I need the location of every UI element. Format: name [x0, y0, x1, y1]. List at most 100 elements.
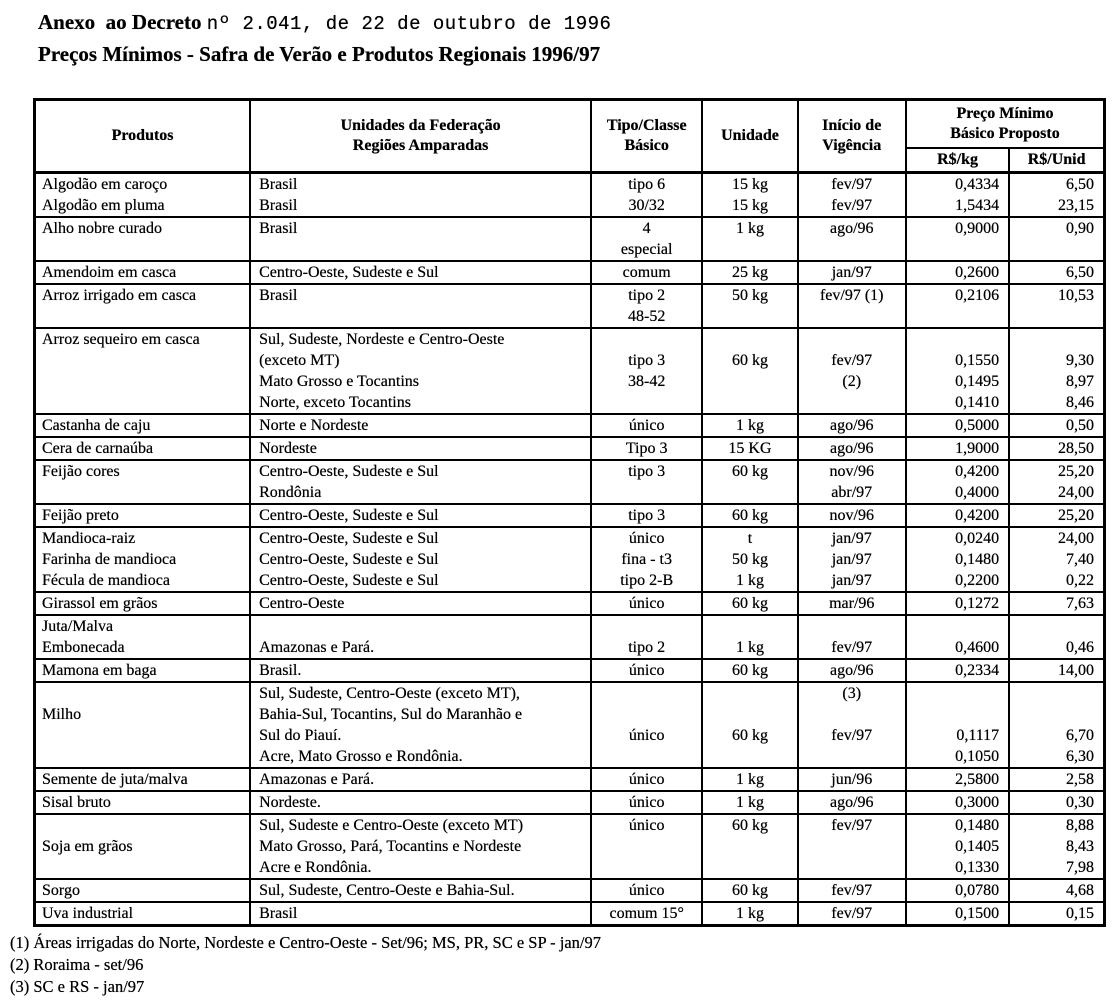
cell-vigencia [796, 857, 906, 879]
cell-preco-unid: 24,00 [1008, 527, 1105, 549]
table-row: Juta/Malva [33, 615, 1105, 637]
cell-tipo: Tipo 3 [590, 437, 703, 460]
cell-regiao: Centro-Oeste, Sudeste e Sul [249, 504, 592, 527]
table-row: Uva industrial Brasil comum 15° 1 kg fev/97 0… [33, 902, 1105, 926]
cell-tipo [590, 392, 703, 414]
cell-vigencia [796, 392, 906, 414]
cell-preco-kg: 0,1117 [904, 725, 1010, 746]
cell-tipo: tipo 3 [590, 504, 703, 527]
cell-unidade [701, 371, 798, 392]
cell-vigencia: ago/96 [796, 414, 906, 437]
cell-produto [33, 392, 251, 414]
cell-preco-kg: 2,5800 [904, 768, 1010, 791]
cell-produto: Cera de carnaúba [33, 437, 251, 460]
cell-vigencia: fev/97 [796, 902, 906, 926]
table-row: Feijão cores Centro-Oeste, Sudeste e Sul t… [33, 460, 1105, 482]
cell-unidade: 1 kg [701, 902, 798, 926]
cell-preco-kg: 0,1050 [904, 746, 1010, 768]
cell-unidade [701, 392, 798, 414]
table-row: Girassol em grãos Centro-Oeste único 60 kg m… [33, 592, 1105, 615]
cell-produto [33, 682, 251, 704]
cell-regiao: Rondônia [249, 482, 592, 504]
cell-preco-kg: 0,1480 [904, 549, 1010, 570]
cell-preco-unid [1008, 615, 1105, 637]
cell-produto: Castanha de caju [33, 414, 251, 437]
table-row: Feijão preto Centro-Oeste, Sudeste e Sul t… [33, 504, 1105, 527]
cell-unidade: 60 kg [701, 879, 798, 902]
cell-regiao: Centro-Oeste, Sudeste e Sul [249, 549, 592, 570]
cell-tipo: único [590, 659, 703, 682]
cell-preco-kg: 0,4200 [904, 504, 1010, 527]
product-group-4: Arroz irrigado em casca Brasil tipo 2 50 kg… [33, 284, 1105, 328]
cell-produto [33, 371, 251, 392]
cell-preco-unid: 8,43 [1008, 836, 1105, 857]
cell-unidade: 60 kg [701, 725, 798, 746]
cell-produto: Feijão preto [33, 504, 251, 527]
cell-regiao: Bahia-Sul, Tocantins, Sul do Maranhão e [249, 704, 592, 725]
cell-unidade [701, 746, 798, 768]
cell-preco-kg [904, 239, 1010, 261]
cell-preco-unid [1008, 306, 1105, 328]
cell-preco-unid: 0,30 [1008, 791, 1105, 814]
cell-preco-unid: 6,30 [1008, 746, 1105, 768]
cell-tipo [590, 704, 703, 725]
cell-regiao: Brasil. [249, 659, 592, 682]
cell-tipo: único [590, 879, 703, 902]
footnote-3: (3) SC e RS - jan/97 [10, 977, 145, 996]
product-group-13: Mamona em baga Brasil. único 60 kg ago/96 0,2… [33, 659, 1105, 682]
cell-tipo: único [590, 527, 703, 549]
cell-vigencia: jan/97 [796, 527, 906, 549]
cell-regiao: Brasil [249, 284, 592, 306]
cell-unidade [701, 836, 798, 857]
cell-produto [33, 725, 251, 746]
cell-tipo: tipo 6 [590, 172, 703, 195]
cell-preco-kg: 0,1500 [904, 902, 1010, 926]
cell-preco-kg: 0,9000 [904, 217, 1010, 239]
table-row: (exceto MT) tipo 3 60 kg fev/97 0,1550 9,30 [33, 350, 1105, 371]
table-row: Fécula de mandioca Centro-Oeste, Sudeste … [33, 570, 1105, 592]
header-produtos: Produtos [33, 99, 251, 173]
title-subtitle: Preços Mínimos - Safra de Verão e Produt… [38, 42, 601, 66]
cell-vigencia [796, 239, 906, 261]
cell-preco-kg [904, 682, 1010, 704]
cell-vigencia: fev/97 [796, 350, 906, 371]
cell-tipo: único [590, 414, 703, 437]
cell-vigencia: fev/97 [796, 172, 906, 195]
cell-regiao: Brasil [249, 902, 592, 926]
cell-vigencia: nov/96 [796, 460, 906, 482]
cell-produto: Algodão em pluma [33, 195, 251, 217]
cell-preco-kg: 1,9000 [904, 437, 1010, 460]
cell-preco-unid: 28,50 [1008, 437, 1105, 460]
cell-produto: Fécula de mandioca [33, 570, 251, 592]
cell-vigencia [796, 704, 906, 725]
cell-preco-unid: 9,30 [1008, 350, 1105, 371]
cell-preco-unid: 8,88 [1008, 814, 1105, 836]
table-row: Soja em grãos Mato Grosso, Pará, Tocantin… [33, 836, 1105, 857]
cell-preco-unid: 10,53 [1008, 284, 1105, 306]
title-decree-number: nº 2.041, de 22 de outubro de 1996 [206, 13, 612, 35]
cell-tipo: tipo 2 [590, 284, 703, 306]
cell-preco-kg: 0,2200 [904, 570, 1010, 592]
cell-produto [33, 350, 251, 371]
table-row: Mamona em baga Brasil. único 60 kg ago/96 0,2… [33, 659, 1105, 682]
cell-preco-unid [1008, 239, 1105, 261]
cell-tipo [590, 328, 703, 350]
cell-preco-unid: 7,98 [1008, 857, 1105, 879]
cell-produto [33, 857, 251, 879]
table-row: Acre, Mato Grosso e Rondônia. 0,1050 6,30 [33, 746, 1105, 768]
product-group-9: Feijão preto Centro-Oeste, Sudeste e Sul t… [33, 504, 1105, 527]
cell-regiao: Brasil [249, 172, 592, 195]
product-group-8: Feijão cores Centro-Oeste, Sudeste e Sul t… [33, 460, 1105, 504]
cell-regiao: Centro-Oeste, Sudeste e Sul [249, 527, 592, 549]
table-row: Sisal bruto Nordeste. único 1 kg ago/96 0,300… [33, 791, 1105, 814]
cell-preco-unid: 0,50 [1008, 414, 1105, 437]
cell-vigencia [796, 306, 906, 328]
cell-regiao: Sul, Sudeste e Centro-Oeste (exceto MT) [249, 814, 592, 836]
cell-preco-kg: 0,2600 [904, 261, 1010, 284]
cell-vigencia [796, 836, 906, 857]
price-table: Produtos Unidades da Federação Regiões Amp… [33, 98, 1106, 927]
cell-produto: Arroz sequeiro em casca [33, 328, 251, 350]
footnotes: (1) Áreas irrigadas do Norte, Nordeste e… [10, 932, 1117, 998]
cell-produto: Algodão em caroço [33, 172, 251, 195]
